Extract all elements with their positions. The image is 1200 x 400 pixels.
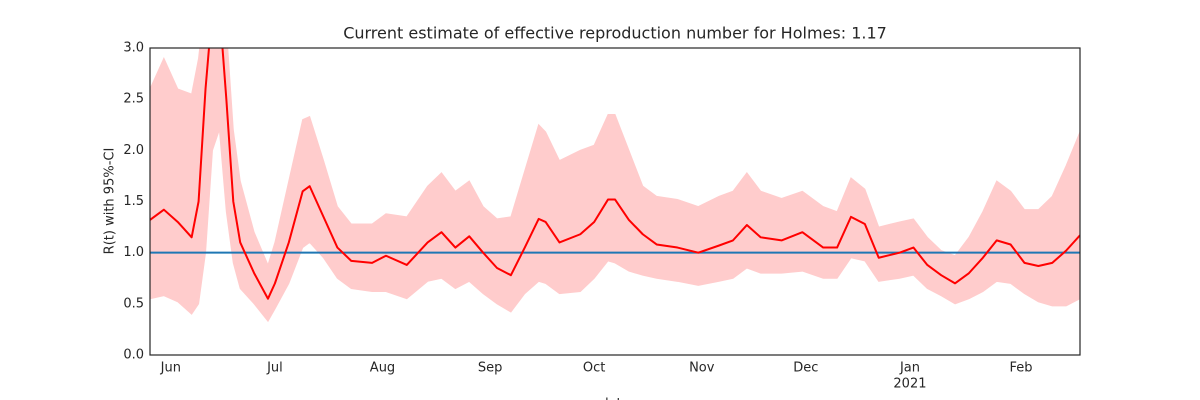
x-tick-label: Oct [583, 361, 605, 376]
x-tick-label: Feb [1009, 361, 1032, 376]
y-tick-label: 1.5 [123, 194, 144, 209]
x-tick-label: Dec [793, 361, 818, 376]
x-axis-label: date [600, 397, 629, 400]
y-tick-label: 3.0 [123, 41, 144, 56]
x-tick-label: Jul [266, 361, 283, 376]
chart-title: Current estimate of effective reproducti… [343, 24, 887, 43]
y-tick-label: 1.0 [123, 245, 144, 260]
plot-area [150, 48, 1080, 323]
y-axis-label: R(t) with 95%-CI [103, 148, 118, 255]
x-tick-label: Jun [160, 361, 181, 376]
y-tick-label: 0.0 [123, 348, 144, 363]
x-tick-label: Jan [899, 361, 920, 376]
plot-frame [149, 47, 1081, 356]
y-tick-label: 2.5 [123, 92, 144, 107]
x-tick-label: Sep [478, 361, 503, 376]
x-year-label: 2021 [893, 377, 926, 392]
y-tick-label: 0.5 [123, 296, 144, 311]
y-tick-label: 2.0 [123, 143, 144, 158]
x-tick-label: Nov [689, 361, 715, 376]
line [150, 48, 1080, 300]
x-tick-label: Aug [370, 361, 395, 376]
